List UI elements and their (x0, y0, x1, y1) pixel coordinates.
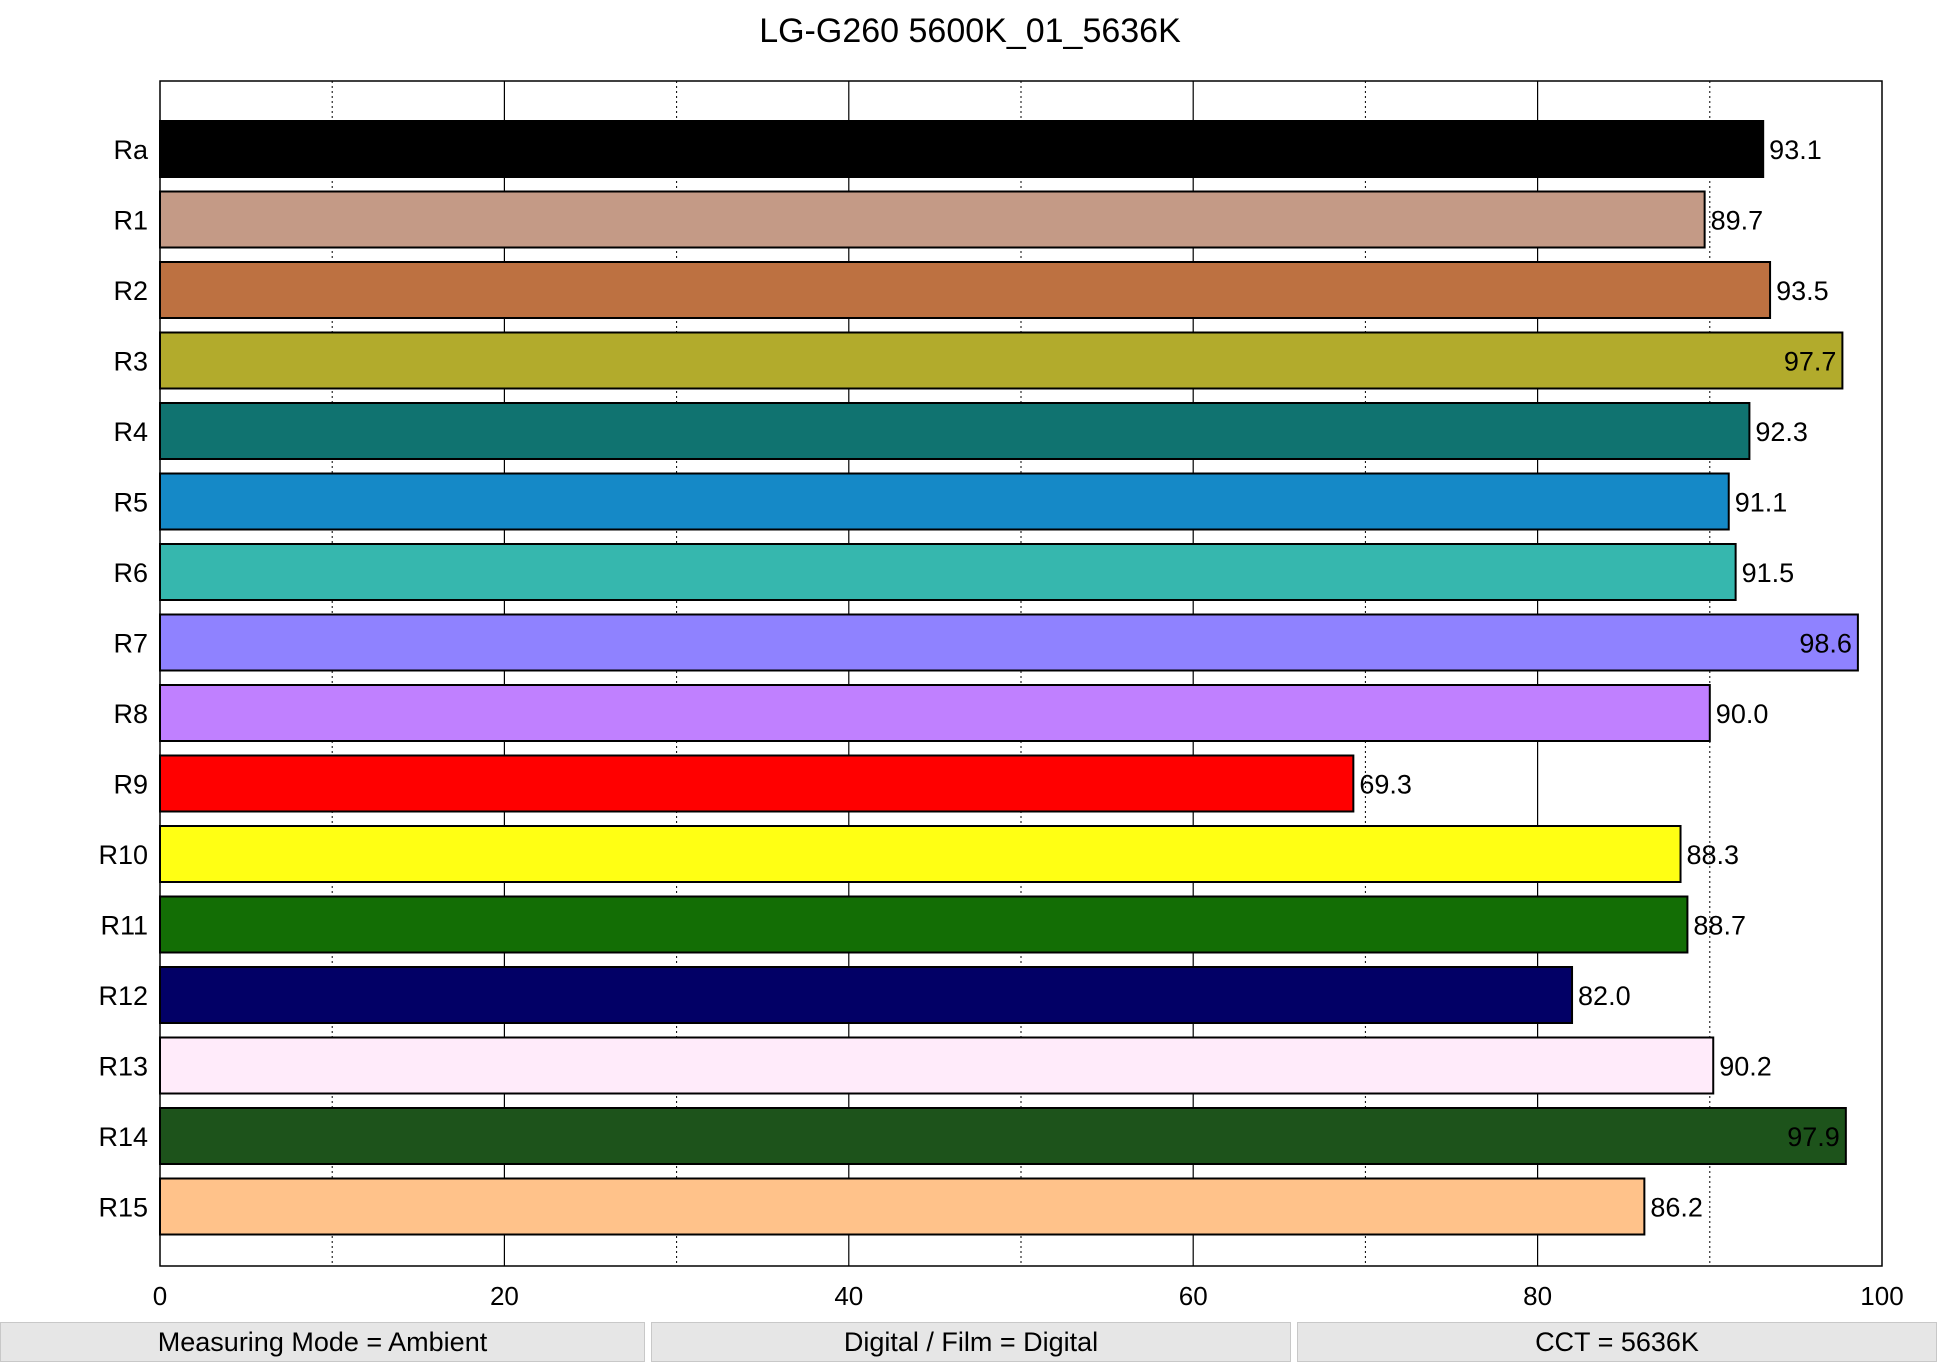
value-label: 91.1 (1735, 488, 1788, 518)
bar-r13 (159, 1036, 1715, 1095)
bars (159, 120, 1859, 1236)
value-label: 90.0 (1716, 699, 1769, 729)
value-label: 92.3 (1755, 417, 1808, 447)
value-label: 88.7 (1693, 911, 1746, 941)
category-label: R7 (113, 629, 148, 659)
value-label: 98.6 (1799, 629, 1852, 659)
bar-r11 (159, 895, 1689, 954)
value-label: 90.2 (1719, 1052, 1772, 1082)
bar-r4 (159, 402, 1751, 460)
bar-r6 (159, 543, 1737, 601)
x-tick-labels: 0 20 40 60 80 100 (153, 1281, 1904, 1311)
bar-r7 (159, 613, 1859, 672)
footer-cct: CCT = 5636K (1297, 1322, 1937, 1362)
bar-r12 (159, 966, 1574, 1024)
category-label: R4 (113, 417, 148, 447)
x-tick-label: 60 (1179, 1281, 1208, 1311)
category-label: R8 (113, 699, 148, 729)
bar-r9 (159, 754, 1355, 813)
footer-measuring-mode: Measuring Mode = Ambient (0, 1322, 645, 1362)
value-label: 91.5 (1742, 558, 1795, 588)
category-label: R6 (113, 558, 148, 588)
chart-title: LG-G260 5600K_01_5636K (759, 12, 1181, 50)
value-label: 69.3 (1359, 770, 1412, 800)
category-label: R9 (113, 770, 148, 800)
x-tick-label: 20 (490, 1281, 519, 1311)
bar-r5 (159, 472, 1730, 531)
value-labels: 93.1 89.7 93.5 97.7 92.3 91.1 91.5 98.6 90.0 69.3… (1359, 135, 1852, 1223)
category-label: Ra (113, 135, 148, 165)
bar-ra (159, 120, 1765, 178)
x-tick-label: 80 (1523, 1281, 1552, 1311)
x-tick-label: 40 (834, 1281, 863, 1311)
value-label: 93.5 (1776, 276, 1829, 306)
category-label: R13 (98, 1052, 148, 1082)
bar-r1 (159, 190, 1706, 249)
category-label: R1 (113, 206, 148, 236)
category-label: R11 (100, 911, 148, 941)
category-label: R10 (98, 840, 148, 870)
value-label: 97.9 (1787, 1122, 1840, 1152)
category-label: R5 (113, 488, 148, 518)
category-label: R15 (98, 1193, 148, 1223)
value-label: 88.3 (1687, 840, 1740, 870)
plot-frame (159, 80, 1883, 1267)
value-label: 93.1 (1769, 135, 1822, 165)
value-label: 86.2 (1650, 1193, 1703, 1223)
x-tick-label: 100 (1860, 1281, 1903, 1311)
category-label: R14 (98, 1122, 148, 1152)
category-label: R12 (98, 981, 148, 1011)
value-label: 97.7 (1784, 347, 1837, 377)
bar-r8 (159, 684, 1711, 742)
bar-r14 (159, 1107, 1847, 1165)
x-tick-label: 0 (153, 1281, 167, 1311)
bar-r15 (159, 1177, 1646, 1236)
category-labels: Ra R1 R2 R3 R4 R5 R6 R7 R8 R9 R10 R11 R12 R13 R14 R15 (98, 135, 149, 1223)
value-label: 82.0 (1578, 981, 1631, 1011)
category-label: R3 (113, 347, 148, 377)
bar-r3 (159, 331, 1844, 390)
bar-r10 (159, 825, 1682, 883)
value-label: 89.7 (1711, 206, 1764, 236)
footer-digital-film: Digital / Film = Digital (651, 1322, 1291, 1362)
category-label: R2 (113, 276, 148, 306)
bar-r2 (159, 261, 1772, 319)
